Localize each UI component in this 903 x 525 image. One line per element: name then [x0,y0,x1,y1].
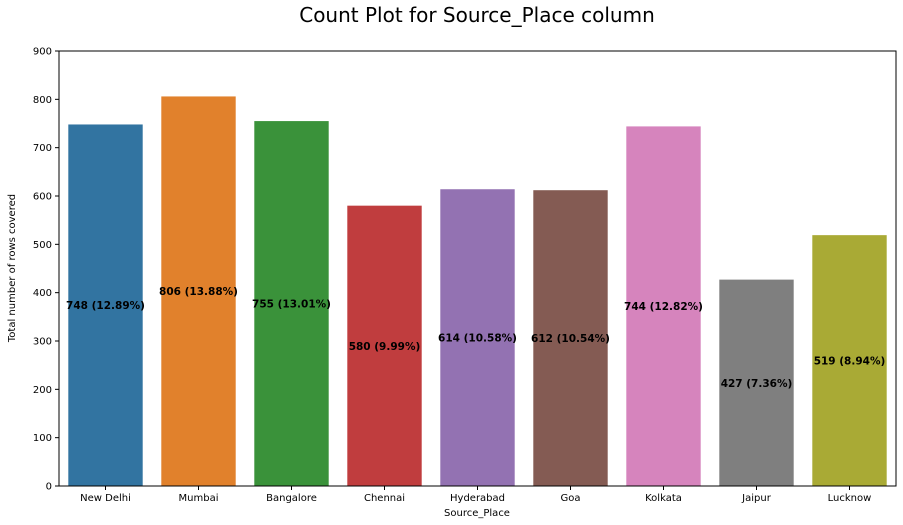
x-tick-label-jaipur: Jaipur [741,493,772,504]
bar-kolkata [626,126,701,487]
data-labels-group: 748 (12.89%) 806 (13.88%) 755 (13.01%) 580 … [66,286,885,390]
data-label-bangalore: 755 (13.01%) [252,299,331,311]
y-tick-label-500: 500 [33,240,52,251]
y-tick-label-700: 700 [33,143,52,154]
x-tick-label-lucknow: Lucknow [828,493,872,504]
bars-group [68,96,887,487]
data-label-lucknow: 519 (8.94%) [814,356,886,368]
x-tick-label-new-delhi: New Delhi [80,493,131,504]
y-tick-label-800: 800 [33,95,52,106]
x-axis: New Delhi Mumbai Bangalore Chennai Hyderabad… [80,486,871,504]
y-tick-label-400: 400 [33,288,52,299]
bar-lucknow [812,235,887,486]
x-tick-label-hyderabad: Hyderabad [450,493,505,504]
bar-chennai [347,205,422,486]
plot-frame [58,50,897,487]
x-tick-label-goa: Goa [561,493,581,504]
bar-mumbai [161,96,236,486]
bar-bangalore [254,121,329,486]
data-label-new-delhi: 748 (12.89%) [66,300,145,312]
data-label-mumbai: 806 (13.88%) [159,286,238,298]
y-axis-label: Total number of rows covered [7,194,18,343]
y-tick-label-200: 200 [33,385,52,396]
data-label-kolkata: 744 (12.82%) [624,301,703,313]
y-tick-label-300: 300 [33,337,52,348]
x-axis-label: Source_Place [444,508,510,519]
data-label-hyderabad: 614 (10.58%) [438,333,517,345]
data-label-jaipur: 427 (7.36%) [721,378,793,390]
y-tick-label-900: 900 [33,47,52,58]
bar-jaipur [719,279,794,486]
y-tick-label-600: 600 [33,192,52,203]
bar-new-delhi [68,124,143,486]
chart-title: Count Plot for Source_Place column [299,3,655,27]
y-tick-label-100: 100 [33,433,52,444]
x-tick-label-chennai: Chennai [364,493,405,504]
bar-goa [533,190,608,486]
data-label-goa: 612 (10.54%) [531,333,610,345]
y-tick-label-0: 0 [46,482,52,493]
bar-hyderabad [440,189,515,486]
x-tick-label-bangalore: Bangalore [266,493,317,504]
x-tick-label-mumbai: Mumbai [179,493,219,504]
y-axis: 0 100 200 300 400 500 600 700 800 900 [33,47,59,493]
data-label-chennai: 580 (9.99%) [349,341,421,353]
x-tick-label-kolkata: Kolkata [645,493,682,504]
